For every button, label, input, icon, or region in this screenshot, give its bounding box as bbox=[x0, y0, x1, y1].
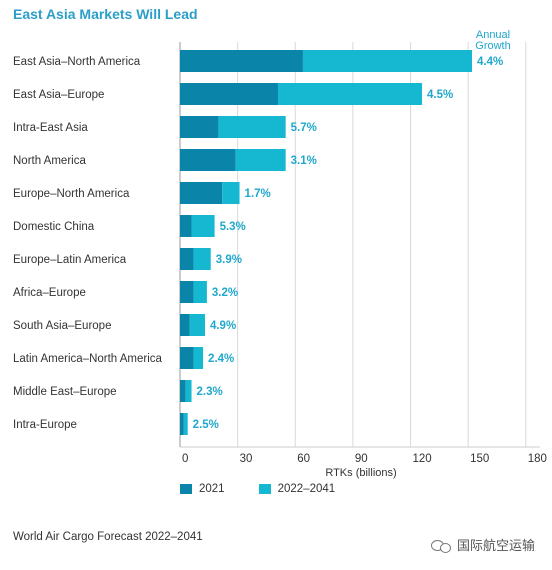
bar-2021 bbox=[180, 347, 194, 369]
category-label: Europe–North America bbox=[13, 188, 130, 200]
category-label: Intra-Europe bbox=[13, 419, 77, 431]
bar-2021 bbox=[180, 182, 223, 204]
bar-2021 bbox=[180, 149, 236, 171]
growth-label: 2.5% bbox=[193, 419, 219, 431]
category-label: East Asia–Europe bbox=[13, 89, 104, 101]
growth-label: 4.5% bbox=[427, 89, 453, 101]
bar-2022-2041 bbox=[189, 314, 205, 336]
bar-2021 bbox=[180, 248, 194, 270]
source-note: World Air Cargo Forecast 2022–2041 bbox=[13, 531, 203, 543]
watermark-text: 国际航空运输 bbox=[457, 538, 536, 553]
bar-2022-2041 bbox=[222, 182, 240, 204]
growth-label: 3.1% bbox=[291, 155, 317, 167]
growth-label: 2.3% bbox=[197, 386, 223, 398]
bar-2022-2041 bbox=[193, 248, 211, 270]
category-label: Latin America–North America bbox=[13, 353, 163, 365]
bar-2021 bbox=[180, 281, 194, 303]
x-axis-label: RTKs (billions) bbox=[325, 467, 396, 479]
bar-2022-2041 bbox=[235, 149, 286, 171]
growth-label: 2.4% bbox=[208, 353, 234, 365]
growth-label: 5.3% bbox=[220, 221, 246, 233]
bar-2021 bbox=[180, 215, 192, 237]
x-tick-label: 60 bbox=[297, 453, 310, 465]
category-label: Domestic China bbox=[13, 221, 95, 233]
bar-2021 bbox=[180, 50, 303, 72]
category-label: South Asia–Europe bbox=[13, 320, 111, 332]
bar-2022-2041 bbox=[183, 413, 188, 435]
growth-label: 5.7% bbox=[291, 122, 317, 134]
bar-2022-2041 bbox=[193, 347, 204, 369]
bar-2021 bbox=[180, 83, 278, 105]
legend-label-2021: 2021 bbox=[199, 483, 225, 495]
category-label: Intra-East Asia bbox=[13, 122, 88, 134]
growth-label: 4.9% bbox=[210, 320, 236, 332]
x-tick-label: 120 bbox=[413, 453, 432, 465]
bar-2022-2041 bbox=[185, 380, 192, 402]
legend-label-future: 2022–2041 bbox=[277, 483, 336, 495]
annotation-line-1: Annual bbox=[476, 29, 510, 41]
category-label: Africa–Europe bbox=[13, 287, 86, 299]
bar-2022-2041 bbox=[191, 215, 215, 237]
x-tick-label: 180 bbox=[528, 453, 547, 465]
bar-2021 bbox=[180, 413, 184, 435]
growth-label: 3.9% bbox=[216, 254, 242, 266]
bar-2021 bbox=[180, 116, 219, 138]
bar-2022-2041 bbox=[302, 50, 472, 72]
x-tick-label: 150 bbox=[470, 453, 489, 465]
category-label: East Asia–North America bbox=[13, 56, 141, 68]
x-tick-label: 0 bbox=[182, 453, 188, 465]
x-tick-label: 30 bbox=[240, 453, 253, 465]
legend-swatch-future bbox=[258, 484, 271, 494]
watermark: 国际航空运输 bbox=[431, 535, 535, 554]
bar-2021 bbox=[180, 380, 186, 402]
bar-2022-2041 bbox=[218, 116, 286, 138]
chart-title: East Asia Markets Will Lead bbox=[13, 6, 198, 22]
category-label: Middle East–Europe bbox=[13, 386, 117, 398]
chart-plot: 0 30 60 90 120 150 180 East Asia–North America 4… bbox=[13, 29, 547, 479]
annotation-line-2: Growth bbox=[475, 40, 510, 52]
bar-2022-2041 bbox=[193, 281, 207, 303]
legend-item-2021: 2021 bbox=[180, 483, 225, 495]
growth-label: 1.7% bbox=[245, 188, 271, 200]
category-label: North America bbox=[13, 155, 86, 167]
legend-item-future: 2022–2041 bbox=[258, 483, 336, 495]
x-tick-label: 90 bbox=[355, 453, 368, 465]
wechat-icon bbox=[431, 538, 453, 553]
growth-label: 4.4% bbox=[477, 56, 503, 68]
legend: 2021 2022–2041 bbox=[180, 483, 369, 495]
legend-swatch-2021 bbox=[180, 484, 192, 494]
bar-2021 bbox=[180, 314, 190, 336]
growth-label: 3.2% bbox=[212, 287, 238, 299]
bar-2022-2041 bbox=[277, 83, 423, 105]
category-label: Europe–Latin America bbox=[13, 254, 127, 266]
